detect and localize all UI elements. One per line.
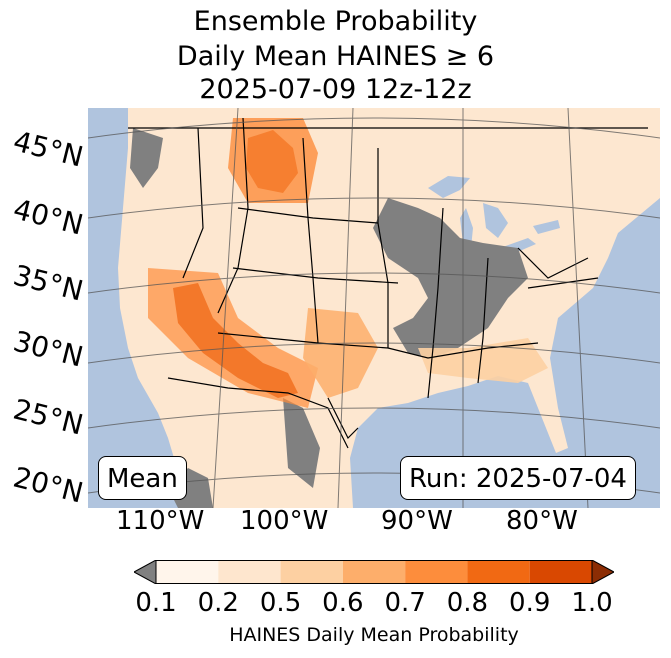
- lon-label-100: 100°W: [240, 506, 329, 536]
- mid-prob-southwest: [148, 268, 318, 408]
- colorbar-tick-label: 0.9: [509, 588, 551, 618]
- lat-label-20: 20°N: [10, 460, 87, 510]
- colorbar-segment-3: [342, 560, 406, 584]
- colorbar-segment-2: [280, 560, 343, 584]
- mid-prob-northern-rockies: [228, 118, 318, 203]
- colorbar-tick-label: 0.8: [446, 588, 489, 618]
- lon-label-90: 90°W: [381, 506, 453, 536]
- state-borders: [182, 117, 599, 440]
- country-border: [128, 127, 648, 449]
- colorbar-label: HAINES Daily Mean Probability: [229, 624, 519, 646]
- no-data-midwest: [373, 198, 528, 358]
- lon-label-110: 110°W: [116, 506, 205, 536]
- land-mass: [118, 108, 660, 508]
- lat-label-30: 30°N: [10, 324, 87, 374]
- colorbar-segment-6: [529, 560, 592, 584]
- colorbar-outline: [155, 560, 593, 584]
- title-line-1: Ensemble Probability: [193, 6, 478, 37]
- lat-label-25: 25°N: [10, 392, 87, 442]
- graticule: [88, 108, 660, 508]
- map-svg: [88, 108, 660, 508]
- colorbar-tick-label: 0.5: [259, 588, 302, 618]
- low-prob-southeast: [418, 338, 548, 383]
- colorbar-segments: [156, 560, 592, 584]
- title-line-2: Daily Mean HAINES ≥ 6: [176, 41, 495, 72]
- colorbar-under-arrow: [134, 560, 157, 584]
- colorbar-segment-0: [156, 560, 219, 584]
- colorbar-tick-label: 0.6: [322, 588, 364, 618]
- no-data-west: [130, 128, 320, 508]
- great-lakes: [428, 176, 560, 256]
- lon-label-80: 80°W: [506, 506, 578, 536]
- run-date-box: Run: 2025-07-04: [400, 456, 636, 500]
- colorbar-tick-label: 0.7: [384, 588, 426, 618]
- colorbar-tick-label: 0.2: [197, 588, 239, 618]
- lat-label-35: 35°N: [10, 258, 87, 308]
- lat-label-45: 45°N: [10, 124, 87, 174]
- colorbar-tick-label: 1.0: [571, 588, 613, 618]
- colorbar-segment-1: [218, 560, 281, 584]
- colorbar-over-arrow: [591, 560, 614, 584]
- mid-prob-southern-plains: [303, 308, 378, 398]
- map-panel: [88, 108, 660, 508]
- lat-label-40: 40°N: [10, 192, 87, 242]
- colorbar: [134, 560, 614, 584]
- mean-label-box: Mean: [98, 456, 187, 500]
- colorbar-tick-label: 0.1: [135, 588, 177, 618]
- colorbar-segment-4: [405, 560, 468, 584]
- title-line-3: 2025-07-09 12z-12z: [199, 74, 472, 105]
- colorbar-segment-5: [467, 560, 530, 584]
